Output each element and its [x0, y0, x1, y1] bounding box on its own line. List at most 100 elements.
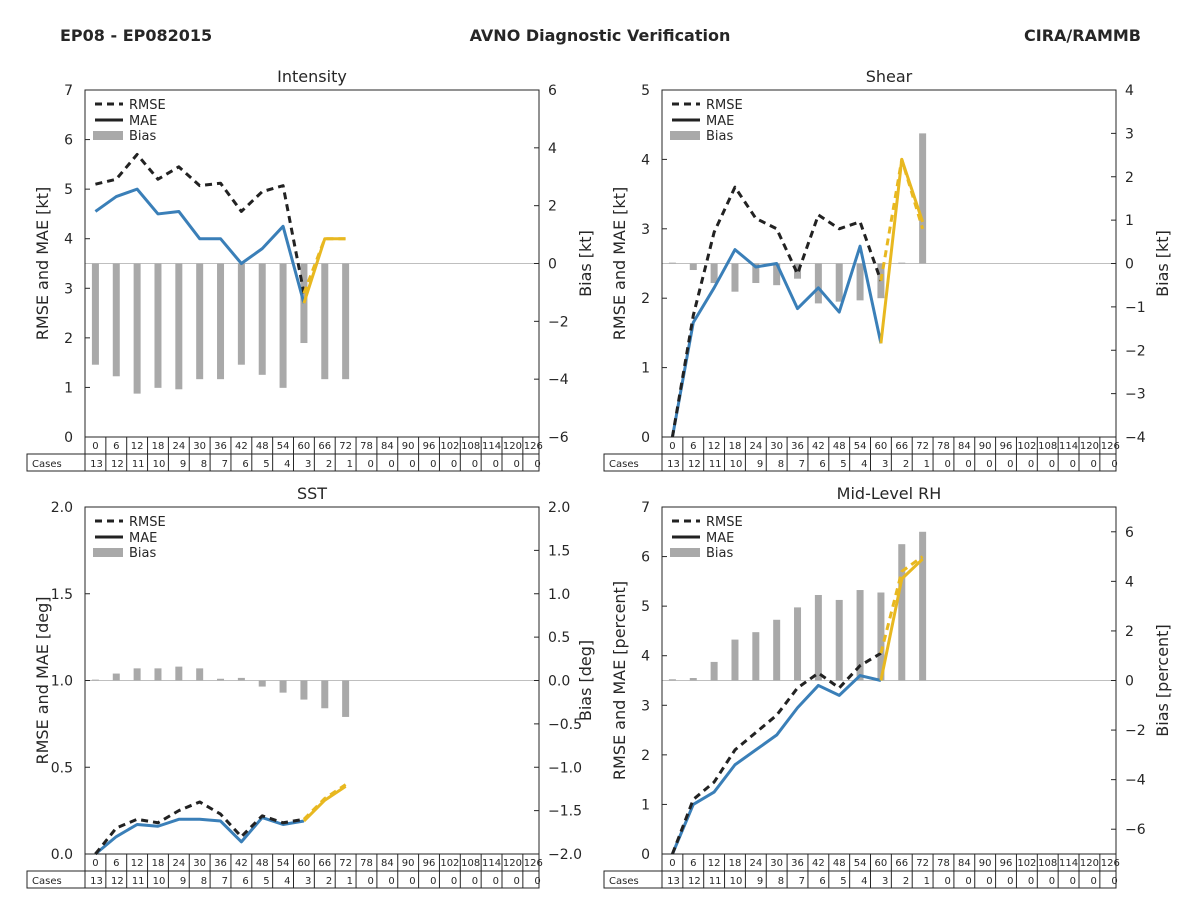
forecast-hour: 84	[381, 858, 394, 869]
bias-bar	[342, 263, 350, 380]
forecast-hour: 114	[1059, 441, 1078, 452]
right-tick-label: 1	[1125, 213, 1134, 229]
cases-label: Cases	[609, 459, 639, 470]
left-tick-label: 2	[641, 291, 650, 307]
legend-bias-swatch	[93, 548, 123, 557]
bias-bar	[773, 263, 781, 286]
case-count: 0	[1111, 459, 1117, 470]
legend-mae-label: MAE	[129, 114, 157, 129]
case-count: 11	[132, 459, 145, 470]
forecast-hour: 36	[791, 858, 804, 869]
right-tick-label: −4	[548, 372, 569, 388]
forecast-hour: 72	[916, 858, 929, 869]
forecast-hour: 60	[875, 858, 888, 869]
left-tick-label: 1	[641, 361, 650, 377]
cases-row-frame	[26, 453, 540, 472]
bias-bar	[217, 263, 225, 380]
right-tick-label: 2.0	[548, 500, 570, 516]
forecast-hour: 90	[979, 858, 992, 869]
bias-bar	[154, 263, 162, 388]
right-tick-label: −1	[1125, 300, 1146, 316]
forecast-hour: 60	[298, 858, 311, 869]
case-count: 0	[388, 876, 394, 887]
forecast-hour: 6	[690, 441, 696, 452]
case-count: 4	[284, 876, 290, 887]
right-tick-label: 0	[548, 257, 557, 273]
case-count: 8	[201, 459, 207, 470]
forecast-hour: 48	[833, 858, 846, 869]
forecast-hour: 48	[256, 858, 269, 869]
left-tick-label: 1	[64, 380, 73, 396]
case-count: 10	[153, 876, 166, 887]
forecast-hour: 54	[277, 858, 290, 869]
case-count: 13	[667, 876, 680, 887]
case-count: 9	[180, 876, 186, 887]
case-count: 0	[493, 876, 499, 887]
forecast-hour: 54	[854, 441, 867, 452]
left-tick-label: 5	[64, 182, 73, 198]
case-count: 12	[688, 876, 701, 887]
forecast-hour: 72	[339, 441, 352, 452]
case-count: 2	[326, 876, 332, 887]
bias-bar	[773, 619, 781, 681]
rmse-line	[95, 152, 306, 294]
bias-bar	[919, 531, 927, 681]
case-count: 5	[263, 459, 269, 470]
cases-row-frame	[603, 870, 1117, 889]
forecast-hour: 84	[381, 441, 394, 452]
forecast-hour: 18	[729, 441, 742, 452]
rmse-late-segment	[302, 237, 346, 294]
right-tick-label: 1.5	[548, 543, 570, 559]
case-count: 0	[1007, 459, 1013, 470]
case-count: 9	[180, 459, 186, 470]
case-count: 5	[263, 876, 269, 887]
bias-bar	[856, 590, 864, 681]
forecast-hour: 66	[318, 858, 331, 869]
forecast-hour: 90	[979, 441, 992, 452]
case-count: 0	[1028, 459, 1034, 470]
case-count: 0	[965, 876, 971, 887]
bias-bar	[321, 680, 329, 709]
bias-bar	[835, 263, 843, 302]
chart-title: Shear	[866, 67, 913, 86]
legend-bias-label: Bias	[129, 129, 156, 144]
left-tick-label: 4	[64, 232, 73, 248]
bias-bar	[133, 668, 141, 681]
cases-label: Cases	[609, 876, 639, 887]
forecast-hour: 90	[402, 858, 415, 869]
case-count: 3	[882, 459, 888, 470]
forecast-hour: 120	[503, 858, 522, 869]
figure-title: AVNO Diagnostic Verification	[469, 26, 731, 45]
mae-late-segment	[302, 785, 347, 823]
right-tick-label: −1.5	[548, 804, 582, 820]
case-count: 6	[819, 876, 825, 887]
forecast-hour: 0	[92, 441, 98, 452]
forecast-hour: 12	[708, 441, 721, 452]
legend-rmse-label: RMSE	[129, 515, 166, 530]
legend-bias-label: Bias	[706, 129, 733, 144]
bias-bar	[856, 263, 864, 301]
chart-title: SST	[297, 484, 327, 503]
case-count: 1	[924, 459, 930, 470]
case-count: 8	[778, 876, 784, 887]
bias-bar	[258, 680, 266, 687]
right-tick-label: 2	[1125, 170, 1134, 186]
left-tick-label: 1	[641, 797, 650, 813]
forecast-hour: 18	[152, 858, 165, 869]
bias-bar	[752, 632, 760, 681]
case-count: 7	[799, 459, 805, 470]
forecast-hour: 96	[1000, 858, 1013, 869]
right-tick-label: −2	[1125, 723, 1146, 739]
left-tick-label: 1.0	[51, 674, 73, 690]
left-tick-label: 0	[64, 430, 73, 446]
forecast-hour: 36	[214, 441, 227, 452]
case-count: 7	[222, 876, 228, 887]
right-axis-label: Bias [percent]	[1153, 624, 1172, 736]
cases-row-frame	[26, 870, 540, 889]
case-count: 11	[709, 459, 722, 470]
mae-late-segment	[879, 557, 924, 681]
case-count: 0	[1028, 876, 1034, 887]
